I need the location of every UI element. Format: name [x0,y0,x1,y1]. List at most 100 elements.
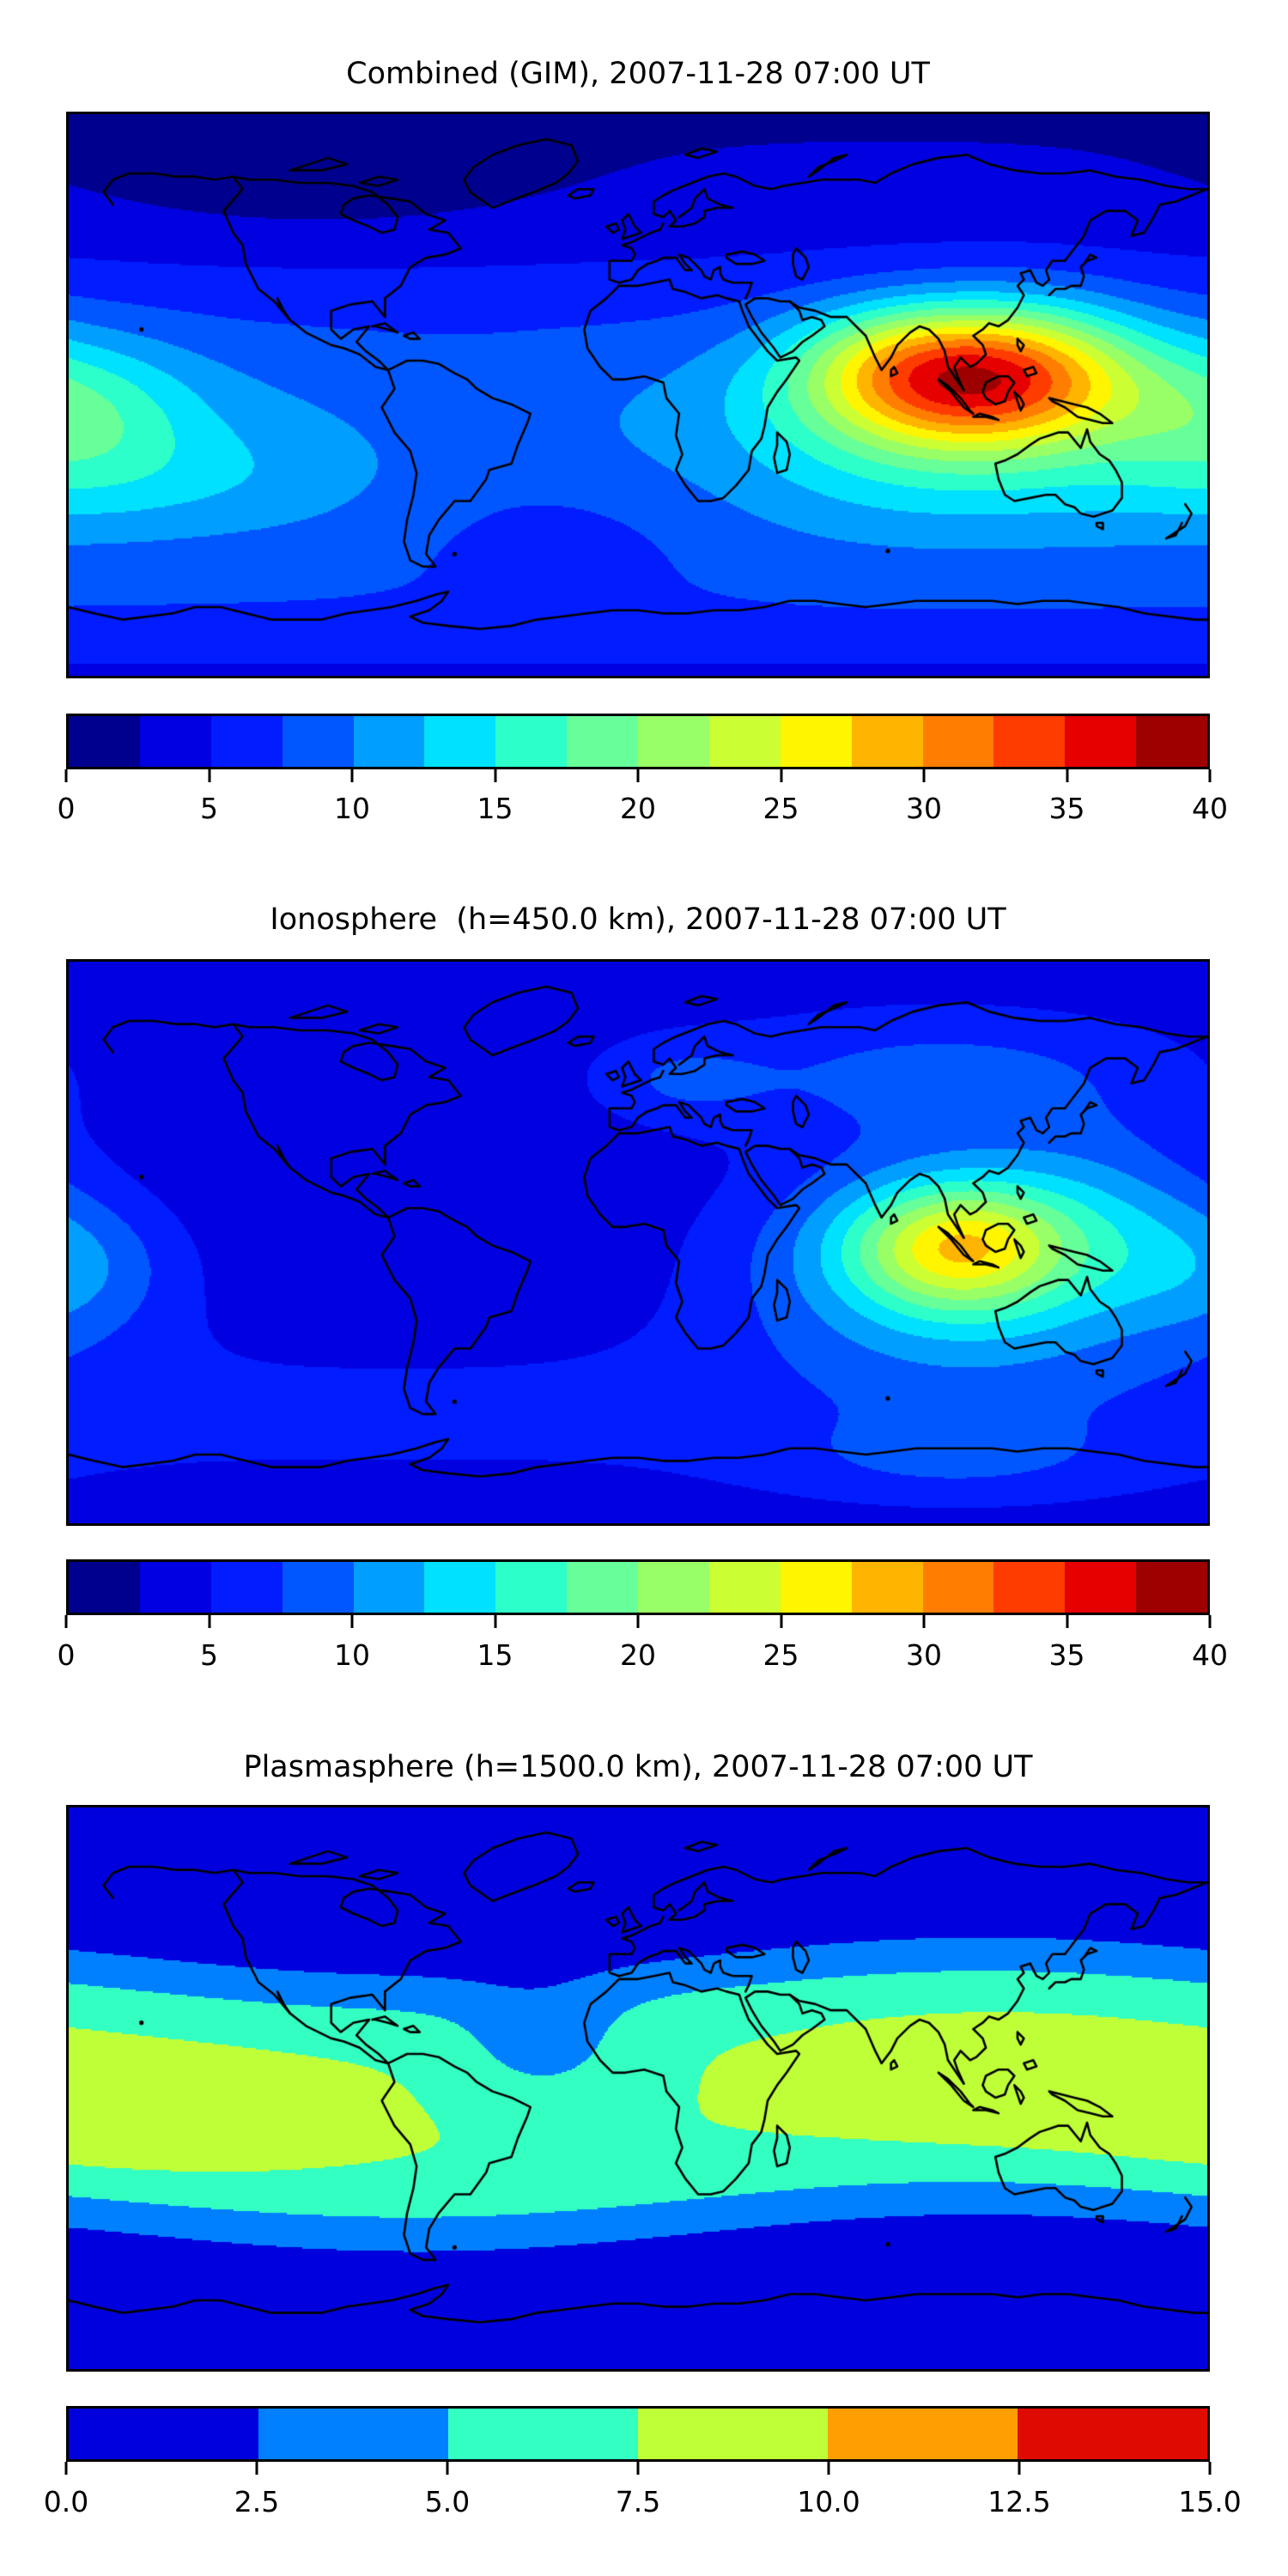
colorbar-tick [922,1615,926,1628]
colorbar-tick [1066,1615,1068,1628]
colorbar-tick [922,769,926,782]
panel-title-plasmasphere: Plasmasphere (h=1500.0 km), 2007-11-28 0… [243,1750,1033,1784]
colorbar-segment-9 [708,716,781,767]
colorbar-segment-11 [851,716,923,767]
colorbar-segment-0 [69,716,140,767]
colorbar-segment-3 [282,716,354,767]
panel-title-combined: Combined (GIM), 2007-11-28 07:00 UT [346,57,930,91]
colorbar-tick-label: 30 [906,1638,942,1672]
colorbar-segment-12 [922,716,994,767]
colorbar-segment-4 [353,1562,425,1613]
colorbar-tick [636,1615,640,1628]
colorbar-tick-label: 40 [1192,792,1228,825]
colorbar-tick-label: 15 [477,1638,513,1672]
colorbar-tick-label: 0 [57,1638,76,1672]
panel-title-ionosphere: Ionosphere (h=450.0 km), 2007-11-28 07:0… [270,902,1006,937]
colorbar-segment-5 [1018,2409,1207,2459]
colorbar-segment-4 [353,716,425,767]
colorbar-tick [255,2462,258,2475]
colorbar-tick-label: 10 [334,1638,370,1672]
colorbar-segment-8 [638,1562,709,1613]
colorbar-tick-label: 40 [1192,1638,1228,1672]
colorbar-tick [827,2462,830,2475]
colorbar-tick-label: 15 [477,792,513,825]
colorbar-tick-label: 10 [334,792,370,825]
colorbar-segment-5 [424,1562,496,1613]
colorbar-segment-13 [993,716,1066,767]
colorbar-tick [636,2462,640,2475]
map-canvas-plasmasphere [69,1807,1207,2369]
colorbar-segment-5 [424,716,496,767]
map-canvas-combined [69,114,1207,676]
colorbar-tick [494,769,496,782]
colorbar-tick [446,2462,449,2475]
map-frame-combined [66,112,1210,678]
colorbar-segment-1 [258,2409,448,2459]
colorbar-tick [1018,2462,1021,2475]
colorbar-segment-14 [1065,716,1137,767]
colorbar-segment-3 [282,1562,354,1613]
colorbar-tick-label: 0.0 [43,2485,89,2518]
colorbar-tick [780,1615,782,1628]
colorbar-tick-label: 7.5 [615,2485,661,2518]
colorbar-tick [350,1615,354,1628]
colorbar-tick-label: 10.0 [797,2485,860,2518]
colorbar-tick [208,1615,210,1628]
colorbar-segment-7 [567,716,638,767]
colorbar-ionosphere [66,1559,1210,1615]
colorbar-segment-13 [993,1562,1066,1613]
colorbar-tick [1066,769,1068,782]
colorbar-ticks-ionosphere [64,1615,1212,1629]
map-canvas-ionosphere [69,962,1207,1523]
colorbar-tick [64,769,68,782]
map-frame-plasmasphere [66,1805,1210,2372]
colorbar-segment-6 [495,716,568,767]
colorbar-plasmasphere [66,2406,1210,2462]
colorbar-segment-2 [210,1562,283,1613]
colorbar-segment-14 [1065,1562,1137,1613]
colorbar-tick [208,769,210,782]
colorbar-tick-label: 20 [620,1638,656,1672]
colorbar-tick-label: 25 [762,792,799,825]
colorbar-segment-15 [1136,716,1207,767]
colorbar-tick [64,1615,68,1628]
colorbar-segment-7 [567,1562,638,1613]
colorbar-segment-1 [139,716,211,767]
colorbar-combined [66,714,1210,769]
colorbar-segment-3 [638,2409,828,2459]
colorbar-segment-15 [1136,1562,1207,1613]
colorbar-segment-8 [638,716,709,767]
colorbar-segment-9 [708,1562,781,1613]
colorbar-segment-4 [828,2409,1018,2459]
colorbar-tick-label: 5 [200,792,218,825]
colorbar-tick-label: 2.5 [234,2485,280,2518]
colorbar-tick [350,769,354,782]
colorbar-tick-label: 35 [1048,1638,1085,1672]
colorbar-labels-combined: 0 5 10 15 20 25 30 35 40 [58,792,1229,826]
colorbar-tick-label: 12.5 [987,2485,1051,2518]
colorbar-segment-2 [210,716,283,767]
colorbar-tick-label: 5 [200,1638,218,1672]
colorbar-tick-label: 15.0 [1178,2485,1242,2518]
colorbar-tick [1208,2462,1212,2475]
colorbar-segment-2 [448,2409,638,2459]
colorbar-tick-label: 25 [762,1638,799,1672]
colorbar-segment-6 [495,1562,568,1613]
colorbar-tick [64,2462,68,2475]
colorbar-labels-plasmasphere: 0.0 2.5 5.0 7.5 10.0 12.5 15.0 [44,2485,1242,2519]
colorbar-tick-label: 30 [906,792,942,825]
colorbar-segment-12 [922,1562,994,1613]
colorbar-labels-ionosphere: 0 5 10 15 20 25 30 35 40 [58,1638,1229,1673]
colorbar-tick [1208,769,1212,782]
colorbar-segment-11 [851,1562,923,1613]
colorbar-ticks-combined [64,769,1212,783]
colorbar-tick-label: 0 [57,792,76,825]
colorbar-tick [636,769,640,782]
colorbar-segment-10 [780,1562,852,1613]
colorbar-tick-label: 35 [1048,792,1085,825]
colorbar-segment-1 [139,1562,211,1613]
map-frame-ionosphere [66,959,1210,1526]
colorbar-ticks-plasmasphere [64,2462,1212,2476]
colorbar-tick-label: 5.0 [424,2485,471,2518]
